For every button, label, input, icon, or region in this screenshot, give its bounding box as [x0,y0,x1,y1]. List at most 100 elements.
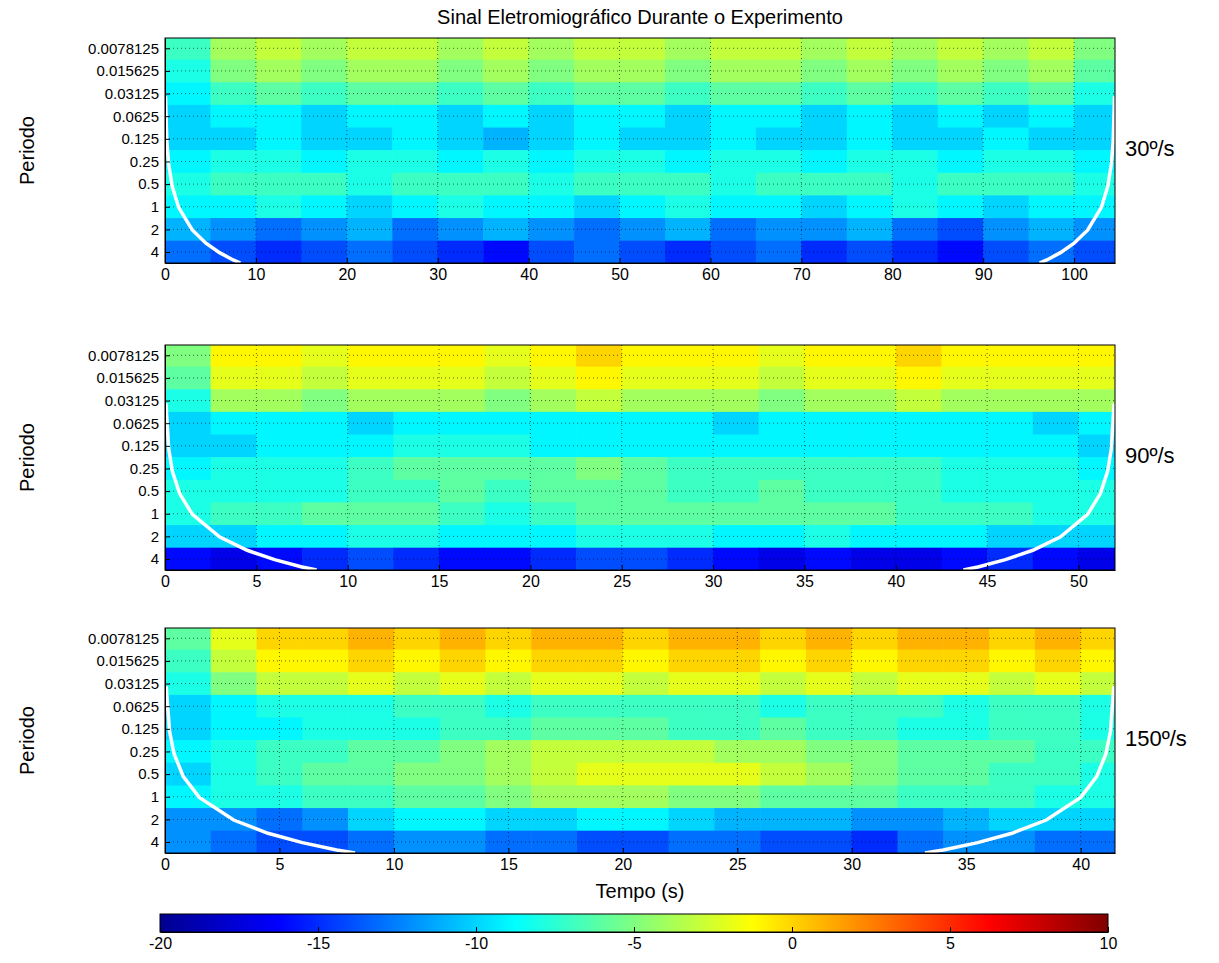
axis-line [166,853,1116,854]
tick-label: 20 [522,573,540,590]
axis: -20-15-10-50510 [149,927,1118,952]
tick-label: 0.25 [130,460,159,477]
heat-cell [983,82,1029,105]
grid-line [165,683,1115,684]
heat-cell [256,60,302,83]
heat-cell [801,150,847,173]
heat-cell [576,412,622,435]
heat-cell [531,808,577,831]
heat-cell [667,502,713,525]
heat-cell [987,389,1033,412]
heat-cell [256,105,302,128]
tick: 0.03125 [105,392,170,409]
heat-cell [756,38,802,60]
tick: 0.0625 [113,698,170,715]
heat-cell [941,435,987,458]
heat-cell [256,218,302,241]
heat-cell [347,38,393,60]
tick-mark [165,207,170,208]
tick-mark [801,258,802,263]
heat-cell [804,457,850,480]
tick: 80 [884,258,902,283]
heat-cell [759,345,805,367]
grid-line [165,93,1115,94]
heat-cell [801,60,847,83]
heat-cell [576,389,622,412]
tick: 5 [252,565,261,590]
heat-cell [989,628,1035,650]
heat-cell [941,367,987,390]
tick-label: 35 [958,856,976,873]
grid-line [804,345,805,570]
heat-cell [165,548,211,570]
heat-cell [622,345,668,367]
heat-cell [804,480,850,503]
heat-cell [440,808,486,831]
tick-mark [439,565,440,570]
heat-cell [983,60,1029,83]
tick: 0.125 [121,437,170,454]
heat-cell [529,218,575,241]
heat-cell [392,105,438,128]
heat-cell [898,628,944,650]
tick-label: 0.03125 [105,85,159,102]
heat-cell [1029,195,1075,218]
heat-cell [892,218,938,241]
tick: 0.03125 [105,675,170,692]
chart-title: Sinal Eletromiográfico Durante o Experim… [437,6,843,28]
heat-cell [257,740,303,763]
tick: 0.0625 [113,108,170,125]
heat-cell [760,628,806,650]
tick: 100 [1061,258,1088,283]
grid-line [165,559,1115,560]
heat-cell [896,345,942,367]
heat-cell [989,672,1035,695]
axis-title: Periodo [16,706,38,775]
heat-cell [393,435,439,458]
heat-cell [898,650,944,673]
tick: 1 [151,505,170,522]
tick-mark [1081,848,1082,853]
tick: 5 [276,848,285,873]
tick-mark [165,491,170,492]
tick-label: -20 [149,935,172,952]
heat-cell [348,763,394,786]
tick-label: 4 [151,243,159,260]
tick-label: 0.03125 [105,392,159,409]
heat-cell [485,628,531,650]
heat-cell [577,785,623,808]
heat-cell [577,740,623,763]
tick: 20 [338,258,356,283]
tick-label: 15 [431,573,449,590]
tick-mark [476,927,477,932]
tick-mark [165,161,170,162]
tick-label: 50 [1070,573,1088,590]
tick: 0.03125 [105,85,170,102]
heat-cell [665,195,711,218]
tick-label: -10 [465,935,488,952]
tick-mark [529,258,530,263]
heat-cell [531,740,577,763]
tick: 40 [1072,848,1090,873]
heat-cell [892,128,938,151]
heat-cell [393,457,439,480]
heat-cell [852,763,898,786]
heat-cell [896,480,942,503]
tick: 2 [151,528,170,545]
heat-cell [348,457,394,480]
tick-label: 90 [975,266,993,283]
heat-cell [210,38,256,60]
heat-cell [943,672,989,695]
axis: 0.00781250.0156250.031250.06250.1250.250… [88,346,170,571]
heat-cell [665,82,711,105]
heat-cell [896,435,942,458]
heat-cell [438,241,484,263]
heat-cell [256,150,302,173]
tick-label: 50 [611,266,629,283]
tick-label: 30 [843,856,861,873]
heat-cell [665,128,711,151]
heat-cell [760,763,806,786]
heat-cell [483,218,529,241]
heat-cell [348,367,394,390]
grid-line [165,48,1115,49]
